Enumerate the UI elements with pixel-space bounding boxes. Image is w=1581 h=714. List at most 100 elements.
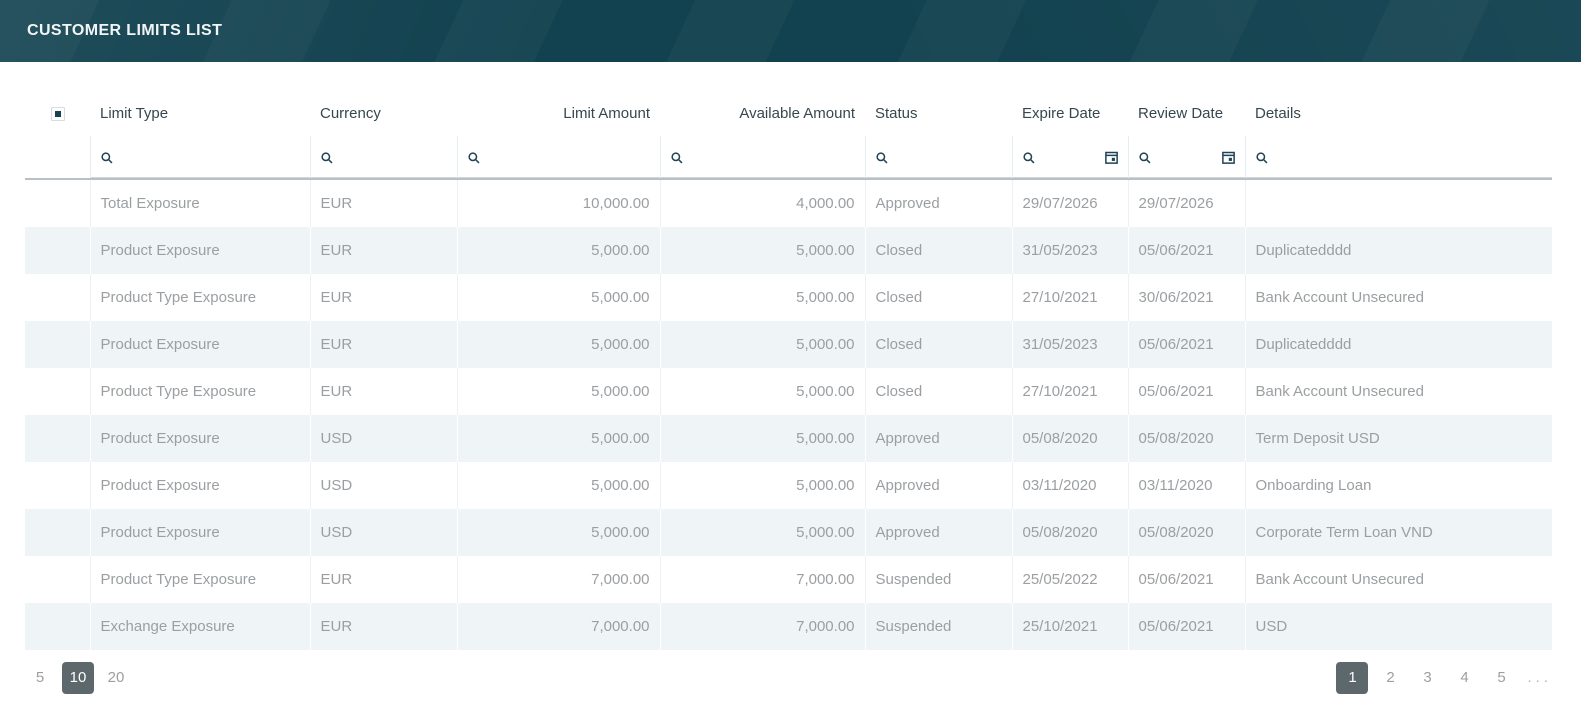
search-icon[interactable] [467,151,481,165]
filter-cell-details[interactable] [1245,136,1552,179]
filter-cell-limit-type[interactable] [90,136,310,179]
table-row[interactable]: Product Type ExposureEUR5,000.005,000.00… [25,368,1552,415]
row-select-cell[interactable] [25,321,90,368]
calendar-icon[interactable] [1221,150,1236,165]
search-icon[interactable] [320,151,334,165]
cell-currency: EUR [310,274,457,321]
filter-cell-currency[interactable] [310,136,457,179]
row-select-cell[interactable] [25,368,90,415]
column-header-available-amount[interactable]: Available Amount [660,90,865,136]
column-header-limit-type[interactable]: Limit Type [90,90,310,136]
filter-cell-limit-amount[interactable] [457,136,660,179]
cell-review-date: 03/11/2020 [1128,462,1245,509]
page-2[interactable]: 2 [1375,662,1405,694]
cell-limit-amount: 5,000.00 [457,227,660,274]
table-row[interactable]: Product ExposureUSD5,000.005,000.00Appro… [25,462,1552,509]
row-select-cell[interactable] [25,462,90,509]
table-row[interactable]: Product ExposureEUR5,000.005,000.00Close… [25,227,1552,274]
cell-status: Approved [865,415,1012,462]
cell-expire-date: 31/05/2023 [1012,227,1128,274]
cell-limit-type: Product Type Exposure [90,368,310,415]
cell-limit-type: Product Exposure [90,227,310,274]
table-row[interactable]: Product ExposureUSD5,000.005,000.00Appro… [25,415,1552,462]
checkbox-indeterminate-mark [55,111,61,117]
filter-cell-expire-date[interactable] [1012,136,1128,179]
cell-review-date: 05/06/2021 [1128,368,1245,415]
column-header-status[interactable]: Status [865,90,1012,136]
cell-review-date: 05/08/2020 [1128,509,1245,556]
cell-limit-type: Product Exposure [90,509,310,556]
cell-review-date: 29/07/2026 [1128,179,1245,227]
row-select-cell[interactable] [25,415,90,462]
filter-row [25,136,1552,179]
cell-currency: EUR [310,603,457,650]
search-icon[interactable] [670,151,684,165]
search-icon[interactable] [875,151,889,165]
cell-currency: USD [310,509,457,556]
cell-limit-amount: 7,000.00 [457,556,660,603]
filter-input-limit-type[interactable] [91,138,310,178]
grid-body: Total ExposureEUR10,000.004,000.00Approv… [25,179,1552,650]
page-size-5[interactable]: 5 [25,662,55,694]
cell-limit-amount: 7,000.00 [457,603,660,650]
cell-currency: EUR [310,179,457,227]
search-icon[interactable] [1255,151,1269,165]
select-all-checkbox[interactable] [51,107,65,121]
column-header-review-date[interactable]: Review Date [1128,90,1245,136]
filter-input-details[interactable] [1246,138,1553,178]
filter-input-available-amount[interactable] [661,138,865,178]
cell-details: Bank Account Unsecured [1245,368,1552,415]
column-header-expire-date[interactable]: Expire Date [1012,90,1128,136]
column-header-currency[interactable]: Currency [310,90,457,136]
cell-available-amount: 5,000.00 [660,227,865,274]
cell-expire-date: 31/05/2023 [1012,321,1128,368]
cell-available-amount: 5,000.00 [660,415,865,462]
filter-input-status[interactable] [866,138,1012,178]
search-icon[interactable] [1138,151,1152,165]
table-row[interactable]: Product ExposureUSD5,000.005,000.00Appro… [25,509,1552,556]
cell-currency: EUR [310,556,457,603]
filter-input-limit-amount[interactable] [458,138,660,178]
page-navigator: 12345... [1336,662,1552,694]
table-row[interactable]: Total ExposureEUR10,000.004,000.00Approv… [25,179,1552,227]
cell-expire-date: 05/08/2020 [1012,415,1128,462]
filter-input-expire-date[interactable] [1013,138,1128,178]
page-1[interactable]: 1 [1336,662,1368,694]
table-row[interactable]: Product ExposureEUR5,000.005,000.00Close… [25,321,1552,368]
calendar-icon[interactable] [1104,150,1119,165]
page-3[interactable]: 3 [1412,662,1442,694]
table-row[interactable]: Product Type ExposureEUR5,000.005,000.00… [25,274,1552,321]
page-size-20[interactable]: 20 [101,662,131,694]
row-select-cell[interactable] [25,509,90,556]
page-4[interactable]: 4 [1449,662,1479,694]
row-select-cell[interactable] [25,274,90,321]
column-header-limit-amount[interactable]: Limit Amount [457,90,660,136]
filter-input-currency[interactable] [311,138,457,178]
row-select-cell[interactable] [25,227,90,274]
cell-details: Bank Account Unsecured [1245,556,1552,603]
cell-limit-amount: 5,000.00 [457,462,660,509]
page-5[interactable]: 5 [1486,662,1516,694]
filter-cell-status[interactable] [865,136,1012,179]
filter-cell-available-amount[interactable] [660,136,865,179]
cell-available-amount: 7,000.00 [660,556,865,603]
cell-review-date: 05/06/2021 [1128,603,1245,650]
cell-status: Closed [865,368,1012,415]
row-select-cell[interactable] [25,603,90,650]
cell-status: Approved [865,462,1012,509]
cell-details: Term Deposit USD [1245,415,1552,462]
search-icon[interactable] [1022,151,1036,165]
page-size-10[interactable]: 10 [62,662,94,694]
cell-available-amount: 5,000.00 [660,509,865,556]
filter-cell-review-date[interactable] [1128,136,1245,179]
table-row[interactable]: Product Type ExposureEUR7,000.007,000.00… [25,556,1552,603]
table-row[interactable]: Exchange ExposureEUR7,000.007,000.00Susp… [25,603,1552,650]
cell-limit-type: Exchange Exposure [90,603,310,650]
row-select-cell[interactable] [25,179,90,227]
row-select-cell[interactable] [25,556,90,603]
cell-review-date: 30/06/2021 [1128,274,1245,321]
filter-input-review-date[interactable] [1129,138,1245,178]
cell-available-amount: 7,000.00 [660,603,865,650]
search-icon[interactable] [100,151,114,165]
column-header-details[interactable]: Details [1245,90,1552,136]
